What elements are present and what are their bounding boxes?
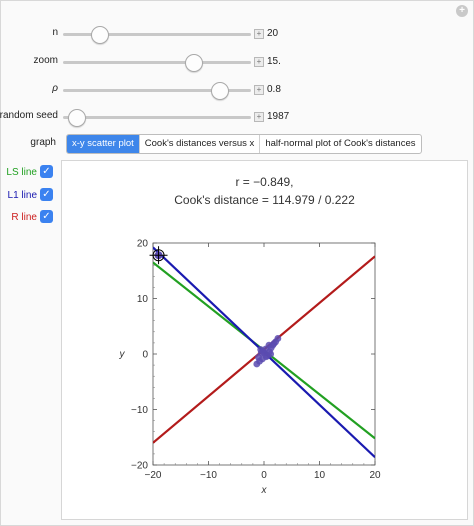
y-tick-label: 20 xyxy=(137,239,149,250)
scatter-chart: −20 −10 0 10 20 −20 −10 0 10 20 x y xyxy=(119,239,381,497)
rho-slider-thumb[interactable] xyxy=(210,82,229,100)
l1-line-toggle[interactable]: L1 line ✓ xyxy=(0,188,60,204)
zoom-slider[interactable] xyxy=(63,61,251,64)
seed-value: 1987 xyxy=(267,111,290,122)
seed-slider-thumb[interactable] xyxy=(68,109,87,127)
r-line-label: R line xyxy=(11,212,37,223)
x-axis-label: x xyxy=(261,485,268,496)
y-tick-label: −10 xyxy=(131,405,148,416)
ls-line-checkbox[interactable]: ✓ xyxy=(40,165,53,178)
data-point xyxy=(270,340,278,347)
y-tick-label: 0 xyxy=(142,350,148,361)
graph-selector: x-y scatter plot Cook's distances versus… xyxy=(66,134,422,154)
y-tick-label: −20 xyxy=(131,461,148,472)
data-points xyxy=(253,335,282,368)
tab-cooks-distances-vs-x[interactable]: Cook's distances versus x xyxy=(140,135,261,153)
zoom-control-row: zoom + 15. xyxy=(0,52,474,72)
tab-half-normal-plot[interactable]: half-normal plot of Cook's distances xyxy=(265,138,416,149)
correlation-readout: r = −0.849, xyxy=(235,175,294,189)
rho-value: 0.8 xyxy=(267,84,281,95)
data-point xyxy=(267,350,275,358)
zoom-value: 15. xyxy=(267,56,281,67)
n-slider-thumb[interactable] xyxy=(90,26,109,44)
rho-slider[interactable] xyxy=(63,89,251,92)
r-line-toggle[interactable]: R line ✓ xyxy=(0,210,60,226)
x-tick-label: 0 xyxy=(261,470,267,481)
x-tick-label: 20 xyxy=(369,470,381,481)
ls-line-toggle[interactable]: LS line ✓ xyxy=(0,165,60,181)
rho-label: ρ xyxy=(52,83,58,94)
l1-line-checkbox[interactable]: ✓ xyxy=(40,188,53,201)
outlier-marker xyxy=(149,246,168,265)
ls-line-label: LS line xyxy=(6,167,37,178)
zoom-slider-thumb[interactable] xyxy=(185,54,204,72)
graph-label: graph xyxy=(30,137,56,148)
seed-control-row: random seed + 1987 xyxy=(0,107,474,127)
n-control-row: n + 20 xyxy=(0,24,474,44)
zoom-expand-icon[interactable]: + xyxy=(254,57,264,67)
zoom-label: zoom xyxy=(33,55,58,66)
options-plus-icon[interactable]: + xyxy=(456,5,468,17)
plot-panel: r = −0.849, Cook's distance = 114.979 / … xyxy=(61,160,468,520)
n-label: n xyxy=(52,27,58,38)
r-line-checkbox[interactable]: ✓ xyxy=(40,210,53,223)
tick-labels: −20 −10 0 10 20 −20 −10 0 10 20 x y xyxy=(119,239,381,497)
x-tick-label: 10 xyxy=(314,470,326,481)
y-axis-label: y xyxy=(119,349,126,360)
l1-line-label: L1 line xyxy=(7,190,37,201)
y-tick-label: 10 xyxy=(137,294,149,305)
data-point xyxy=(274,335,282,342)
n-expand-icon[interactable]: + xyxy=(254,29,264,39)
seed-label: random seed xyxy=(0,110,58,121)
seed-slider[interactable] xyxy=(63,116,251,119)
cooks-distance-readout: Cook's distance = 114.979 / 0.222 xyxy=(174,193,355,207)
n-slider[interactable] xyxy=(63,33,251,36)
rho-control-row: ρ + 0.8 xyxy=(0,80,474,100)
rho-expand-icon[interactable]: + xyxy=(254,85,264,95)
data-point xyxy=(257,349,265,357)
n-value: 20 xyxy=(267,28,279,39)
x-tick-label: −20 xyxy=(145,470,162,481)
axis-ticks xyxy=(152,242,376,466)
tab-xy-scatter-plot[interactable]: x-y scatter plot xyxy=(67,135,140,153)
seed-expand-icon[interactable]: + xyxy=(254,112,264,122)
data-point xyxy=(256,357,263,365)
x-tick-label: −10 xyxy=(200,470,217,481)
